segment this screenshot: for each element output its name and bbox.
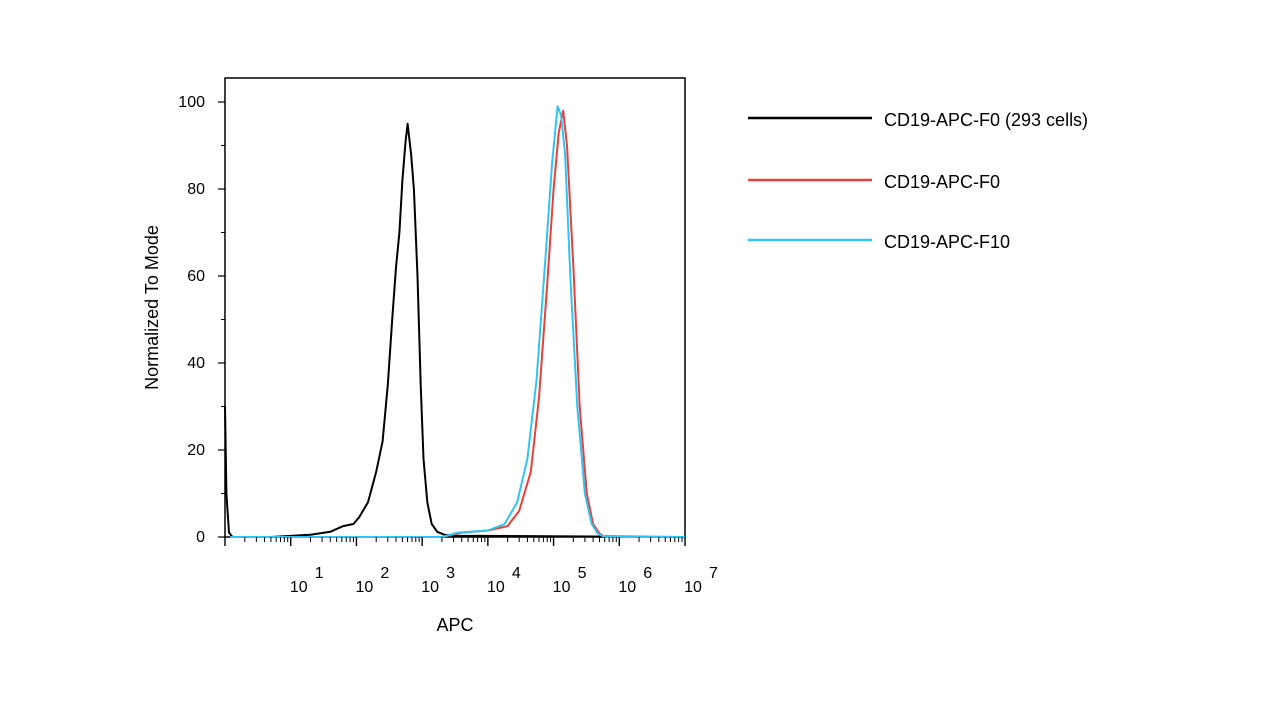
x-axis-title: APC <box>436 615 473 635</box>
y-axis-title: Normalized To Mode <box>142 225 162 390</box>
x-tick-label: 10 5 <box>553 565 587 596</box>
series-line-3 <box>230 105 685 538</box>
legend-item-2: CD19-APC-F0 <box>748 172 1000 192</box>
x-tick-base: 10 <box>290 579 308 596</box>
x-tick-exponent: 1 <box>315 565 324 582</box>
y-tick-label: 100 <box>178 94 205 111</box>
series-line-1 <box>224 122 686 538</box>
x-axis: 10 1 10 2 10 3 10 4 10 5 10 6 10 7 <box>224 537 718 596</box>
x-tick-label: 10 3 <box>421 565 455 596</box>
x-tick-label: 10 6 <box>618 565 652 596</box>
plot-frame <box>224 77 686 538</box>
y-tick-label: 20 <box>187 442 205 459</box>
x-tick-label: 10 1 <box>290 565 324 596</box>
x-tick-base: 10 <box>356 579 374 596</box>
x-tick-base: 10 <box>684 579 702 596</box>
legend: CD19-APC-F0 (293 cells) CD19-APC-F0 CD19-A… <box>748 110 1088 252</box>
x-tick-label: 10 4 <box>487 565 521 596</box>
x-tick-label: 10 7 <box>684 565 718 596</box>
x-tick-base: 10 <box>618 579 636 596</box>
legend-label: CD19-APC-F10 <box>884 232 1010 252</box>
y-tick-label: 40 <box>187 355 205 372</box>
x-tick-base: 10 <box>553 579 571 596</box>
y-axis: 0 20 40 60 80 100 <box>178 94 225 546</box>
plot-area <box>224 77 686 538</box>
x-tick-exponent: 6 <box>643 565 652 582</box>
x-tick-exponent: 5 <box>578 565 587 582</box>
legend-label: CD19-APC-F0 (293 cells) <box>884 110 1088 130</box>
x-tick-exponent: 2 <box>380 565 389 582</box>
y-tick-label: 0 <box>196 529 205 546</box>
x-tick-label: 10 2 <box>356 565 390 596</box>
x-tick-base: 10 <box>487 579 505 596</box>
x-tick-exponent: 4 <box>512 565 521 582</box>
y-tick-label: 80 <box>187 181 205 198</box>
legend-item-3: CD19-APC-F10 <box>748 232 1010 252</box>
legend-label: CD19-APC-F0 <box>884 172 1000 192</box>
x-tick-base: 10 <box>421 579 439 596</box>
series-line-2 <box>230 109 685 538</box>
y-tick-label: 60 <box>187 268 205 285</box>
x-tick-exponent: 3 <box>446 565 455 582</box>
legend-item-1: CD19-APC-F0 (293 cells) <box>748 110 1088 130</box>
x-tick-exponent: 7 <box>709 565 718 582</box>
